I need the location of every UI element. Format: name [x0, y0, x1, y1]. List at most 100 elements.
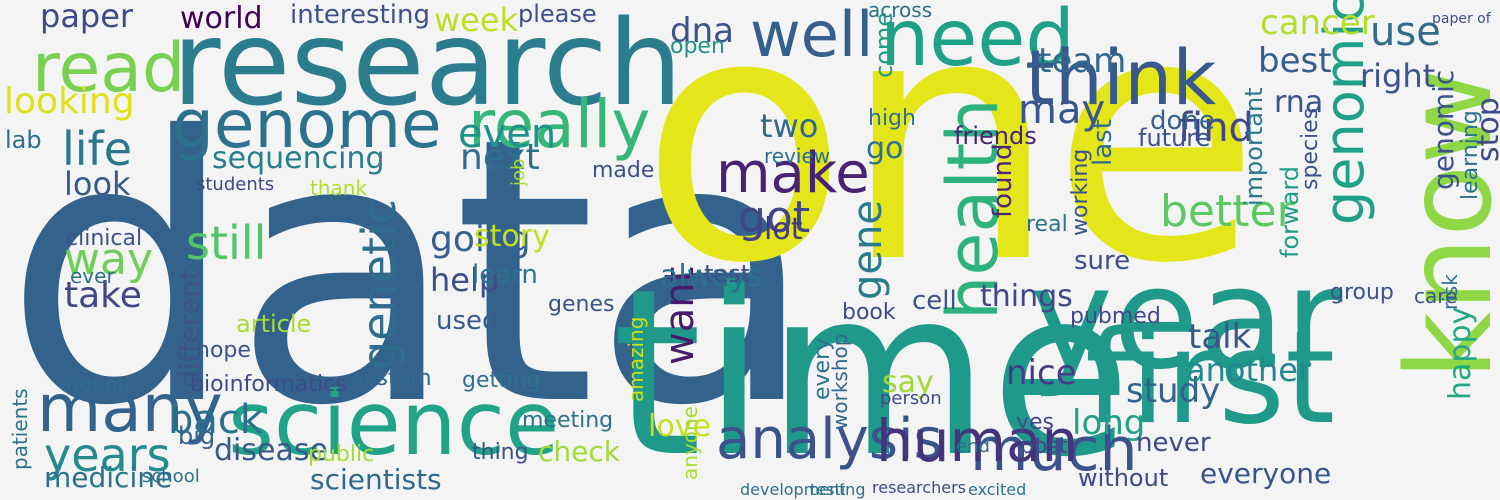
- word: think: [1025, 33, 1217, 122]
- word: care: [1414, 284, 1458, 308]
- word: talk: [1188, 317, 1252, 357]
- word: researchers: [872, 478, 966, 497]
- word: high: [868, 106, 916, 131]
- word: may: [1018, 87, 1106, 133]
- word: week: [434, 1, 519, 39]
- word: research: [172, 0, 683, 132]
- word: always: [660, 259, 764, 294]
- word: public: [308, 442, 375, 467]
- word: end: [956, 436, 990, 457]
- word: person: [880, 388, 942, 409]
- word: meeting: [522, 408, 614, 433]
- word: another: [1186, 351, 1312, 389]
- word: check: [538, 435, 620, 468]
- word: story: [474, 219, 550, 254]
- word: excited: [968, 480, 1027, 499]
- word: medicine: [44, 461, 173, 494]
- word: analysis: [716, 407, 943, 472]
- word: job: [508, 158, 529, 186]
- word: time: [612, 241, 1132, 500]
- word: testing: [810, 480, 866, 499]
- word: school: [142, 466, 200, 487]
- word: ever: [70, 264, 115, 288]
- word: genome: [172, 86, 442, 163]
- word: big: [178, 422, 216, 450]
- word: thing: [472, 440, 529, 465]
- word: data: [4, 60, 816, 486]
- word: real: [1026, 212, 1068, 237]
- word: years: [44, 428, 171, 482]
- word: found: [988, 143, 1018, 218]
- word: way: [64, 234, 153, 285]
- word: group: [1330, 280, 1394, 305]
- word: well: [750, 0, 874, 71]
- word: world: [180, 1, 263, 36]
- word: say: [882, 365, 934, 400]
- word: sure: [1074, 246, 1131, 276]
- word: read: [32, 29, 186, 108]
- word: done: [1150, 106, 1215, 136]
- word: take: [64, 275, 142, 316]
- word: hope: [196, 338, 251, 363]
- word: important: [1240, 87, 1268, 206]
- word: students: [196, 174, 275, 195]
- word: patients: [8, 388, 32, 470]
- word: one: [640, 0, 1261, 338]
- word: genetic: [352, 198, 406, 370]
- word: better: [1160, 186, 1295, 237]
- word: science: [228, 372, 560, 475]
- word: interesting: [290, 0, 430, 30]
- word: disease: [214, 433, 328, 468]
- word: different: [173, 269, 206, 388]
- word: right: [1360, 57, 1436, 95]
- word: review: [764, 144, 831, 168]
- word: bioinformatics: [190, 372, 347, 397]
- word: learn: [472, 260, 538, 290]
- word: next: [460, 137, 540, 178]
- word: much: [970, 415, 1138, 485]
- word: without: [1078, 464, 1169, 492]
- word: anyone: [678, 406, 702, 480]
- word: pubmed: [1070, 304, 1161, 329]
- word: rna: [1274, 85, 1324, 120]
- word: two: [760, 107, 819, 145]
- word: cell: [912, 286, 957, 316]
- word: things: [980, 279, 1073, 314]
- word: post: [1020, 434, 1068, 459]
- word: human: [876, 407, 1079, 475]
- word: last: [1088, 119, 1118, 166]
- word: best: [1258, 41, 1332, 81]
- word: getting: [462, 368, 541, 393]
- word: please: [518, 0, 597, 28]
- word: life: [62, 122, 133, 176]
- word: many: [37, 370, 223, 447]
- word: paper of: [1432, 11, 1491, 27]
- word: genomic: [1427, 69, 1460, 190]
- word: help: [430, 261, 500, 299]
- word: test: [704, 260, 751, 288]
- word: look: [64, 165, 131, 203]
- word: use: [1370, 9, 1441, 55]
- word: year: [1030, 238, 1343, 401]
- word: article: [236, 310, 312, 338]
- word: nice: [1006, 353, 1077, 393]
- word: scientists: [310, 463, 442, 496]
- word: looking: [4, 81, 135, 122]
- word: going: [430, 219, 531, 260]
- word: clinical: [66, 226, 143, 251]
- word: thank: [310, 176, 368, 200]
- word: even: [458, 111, 557, 157]
- word: future: [1138, 124, 1211, 152]
- word: lot: [764, 212, 803, 247]
- word: made: [592, 158, 655, 183]
- word: really: [468, 86, 651, 163]
- word: book: [842, 300, 896, 325]
- word: amazing: [624, 316, 648, 402]
- word: yes: [1016, 410, 1055, 435]
- word: learning: [1458, 110, 1483, 200]
- word: first: [1085, 304, 1336, 453]
- word: need: [880, 0, 1075, 84]
- word: still: [186, 216, 267, 270]
- word: workshop: [828, 333, 852, 430]
